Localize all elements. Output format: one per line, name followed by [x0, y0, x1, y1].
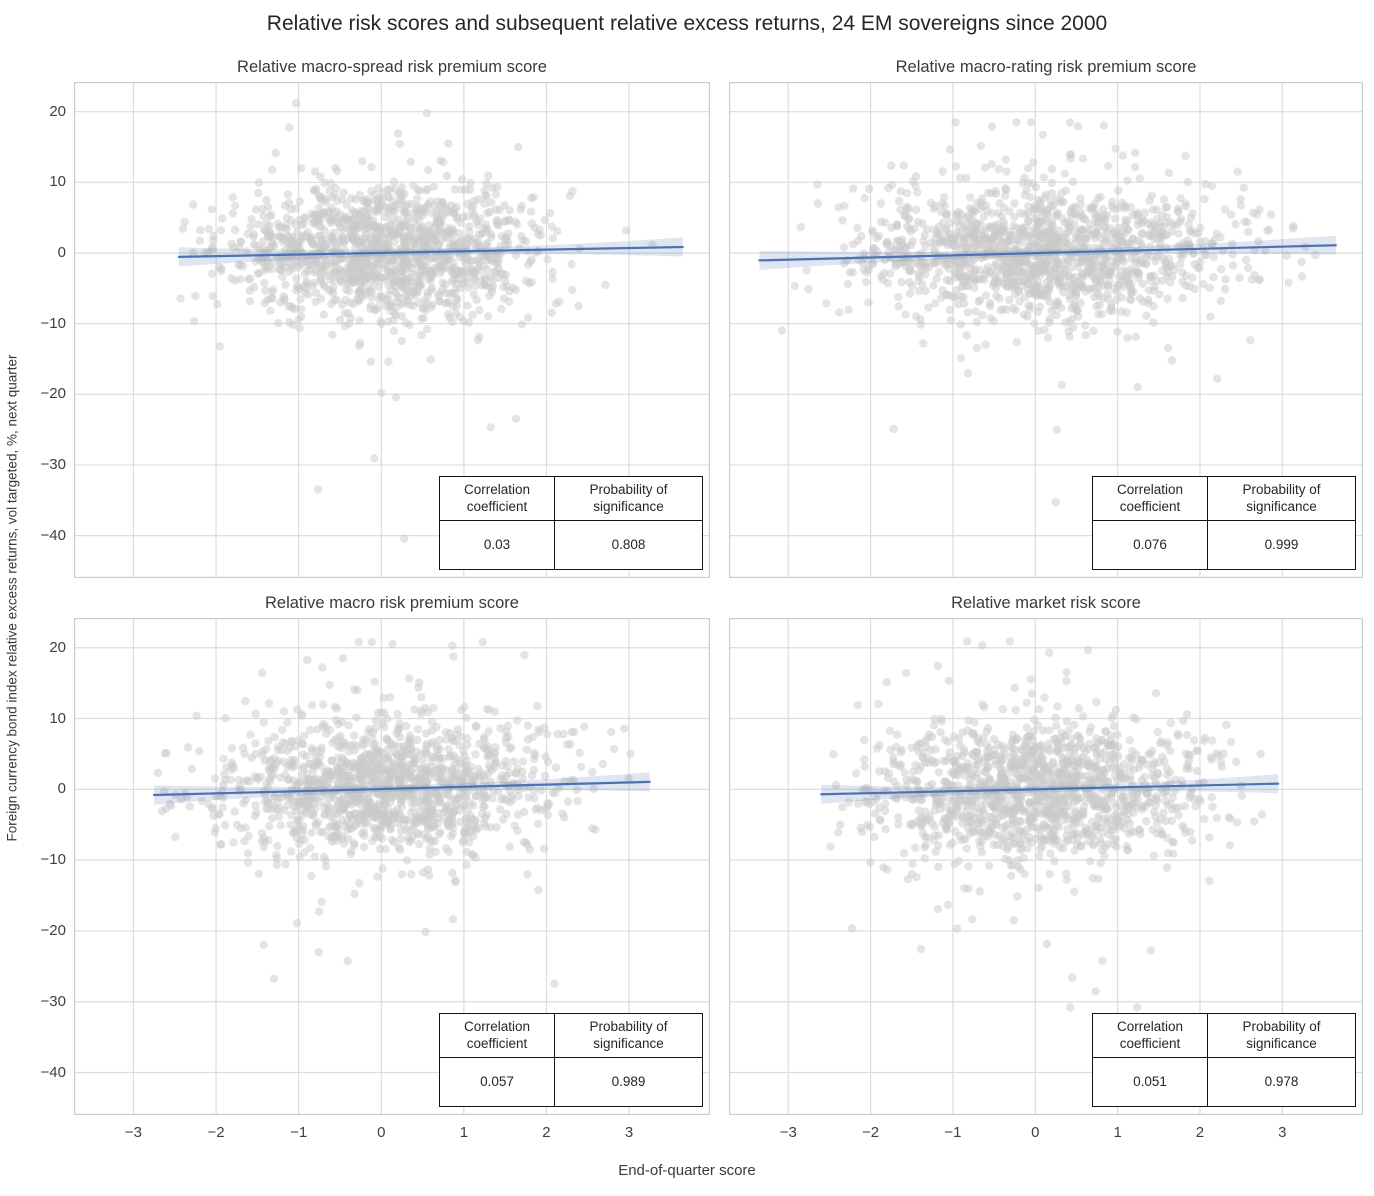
scatter-plot-macro: [74, 618, 710, 1115]
significance-value: 0.989: [554, 1058, 702, 1106]
y-tick-label: −30: [40, 455, 66, 473]
y-tick-label: 20: [49, 102, 66, 120]
y-tick-label: −40: [40, 1063, 66, 1081]
correlation-value: 0.057: [480, 1073, 514, 1089]
stats-table-macro-spread: Correlation coefficient Probability of s…: [439, 476, 703, 570]
significance-header: Probability of significance: [1207, 477, 1355, 521]
correlation-header: Correlation coefficient: [440, 477, 554, 521]
subplot-title-macro: Relative macro risk premium score: [265, 594, 519, 612]
y-tick-label: −30: [40, 992, 66, 1010]
subplot-macro-rating: Correlation coefficient Probability of s…: [729, 82, 1363, 578]
x-tick-label: 2: [1195, 1124, 1205, 1141]
significance-header: Probability of significance: [554, 1014, 702, 1058]
y-tick-label: 20: [49, 638, 66, 656]
correlation-value: 0.03: [483, 536, 511, 552]
x-tick-label: 1: [1113, 1124, 1122, 1141]
correlation-header: Correlation coefficient: [1093, 1014, 1207, 1058]
x-tick-label: −3: [124, 1124, 143, 1141]
subplot-market: Correlation coefficient Probability of s…: [729, 618, 1363, 1115]
y-tick-label: 10: [49, 709, 66, 727]
x-tick-label: −1: [944, 1124, 962, 1141]
scatter-plot-macro-rating: [729, 82, 1363, 578]
y-tick-label: −40: [40, 526, 66, 544]
x-tick-label: −2: [207, 1124, 225, 1141]
stats-table-macro: Correlation coefficient Probability of s…: [439, 1013, 703, 1107]
y-axis-label: Foreign currency bond index relative exc…: [4, 354, 20, 842]
x-tick-label: 0: [377, 1124, 386, 1141]
x-tick-label: −2: [862, 1124, 880, 1141]
y-tick-label: −20: [40, 921, 66, 939]
x-tick-label: −1: [290, 1124, 308, 1141]
x-tick-label: 1: [459, 1124, 469, 1141]
x-tick-label: 2: [542, 1124, 551, 1141]
x-tick-label: 0: [1031, 1124, 1040, 1141]
x-axis-label: End-of-quarter score: [618, 1162, 756, 1179]
x-tick-label: 3: [1278, 1124, 1287, 1141]
scatter-plot-macro-spread: [74, 82, 710, 578]
subplot-title-macro-spread: Relative macro-spread risk premium score: [237, 58, 547, 76]
y-tick-label: 0: [57, 243, 66, 261]
x-tick-label: 3: [624, 1124, 634, 1141]
x-tick-label: −3: [779, 1124, 797, 1141]
correlation-value: 0.051: [1133, 1073, 1167, 1089]
significance-value: 0.978: [1207, 1058, 1355, 1106]
stats-table-market: Correlation coefficient Probability of s…: [1092, 1013, 1356, 1107]
subplot-macro: Correlation coefficient Probability of s…: [74, 618, 710, 1115]
subplot-macro-spread: Correlation coefficient Probability of s…: [74, 82, 710, 578]
significance-header: Probability of significance: [1207, 1014, 1355, 1058]
stats-table-macro-rating: Correlation coefficient Probability of s…: [1092, 476, 1356, 570]
significance-value: 0.808: [554, 521, 702, 569]
y-tick-label: 0: [57, 780, 66, 798]
subplot-title-macro-rating: Relative macro-rating risk premium score: [895, 58, 1197, 76]
y-tick-label: 10: [49, 173, 66, 191]
significance-value: 0.999: [1207, 521, 1355, 569]
correlation-header: Correlation coefficient: [1093, 477, 1207, 521]
y-tick-label: −20: [40, 385, 66, 403]
y-tick-label: −10: [40, 851, 66, 869]
scatter-plot-market: [729, 618, 1363, 1115]
figure-title: Relative risk scores and subsequent rela…: [266, 12, 1108, 35]
significance-header: Probability of significance: [554, 477, 702, 521]
y-tick-label: −10: [40, 314, 66, 332]
correlation-header: Correlation coefficient: [440, 1014, 554, 1058]
correlation-value: 0.076: [1133, 536, 1167, 552]
subplot-title-market: Relative market risk score: [951, 594, 1141, 612]
